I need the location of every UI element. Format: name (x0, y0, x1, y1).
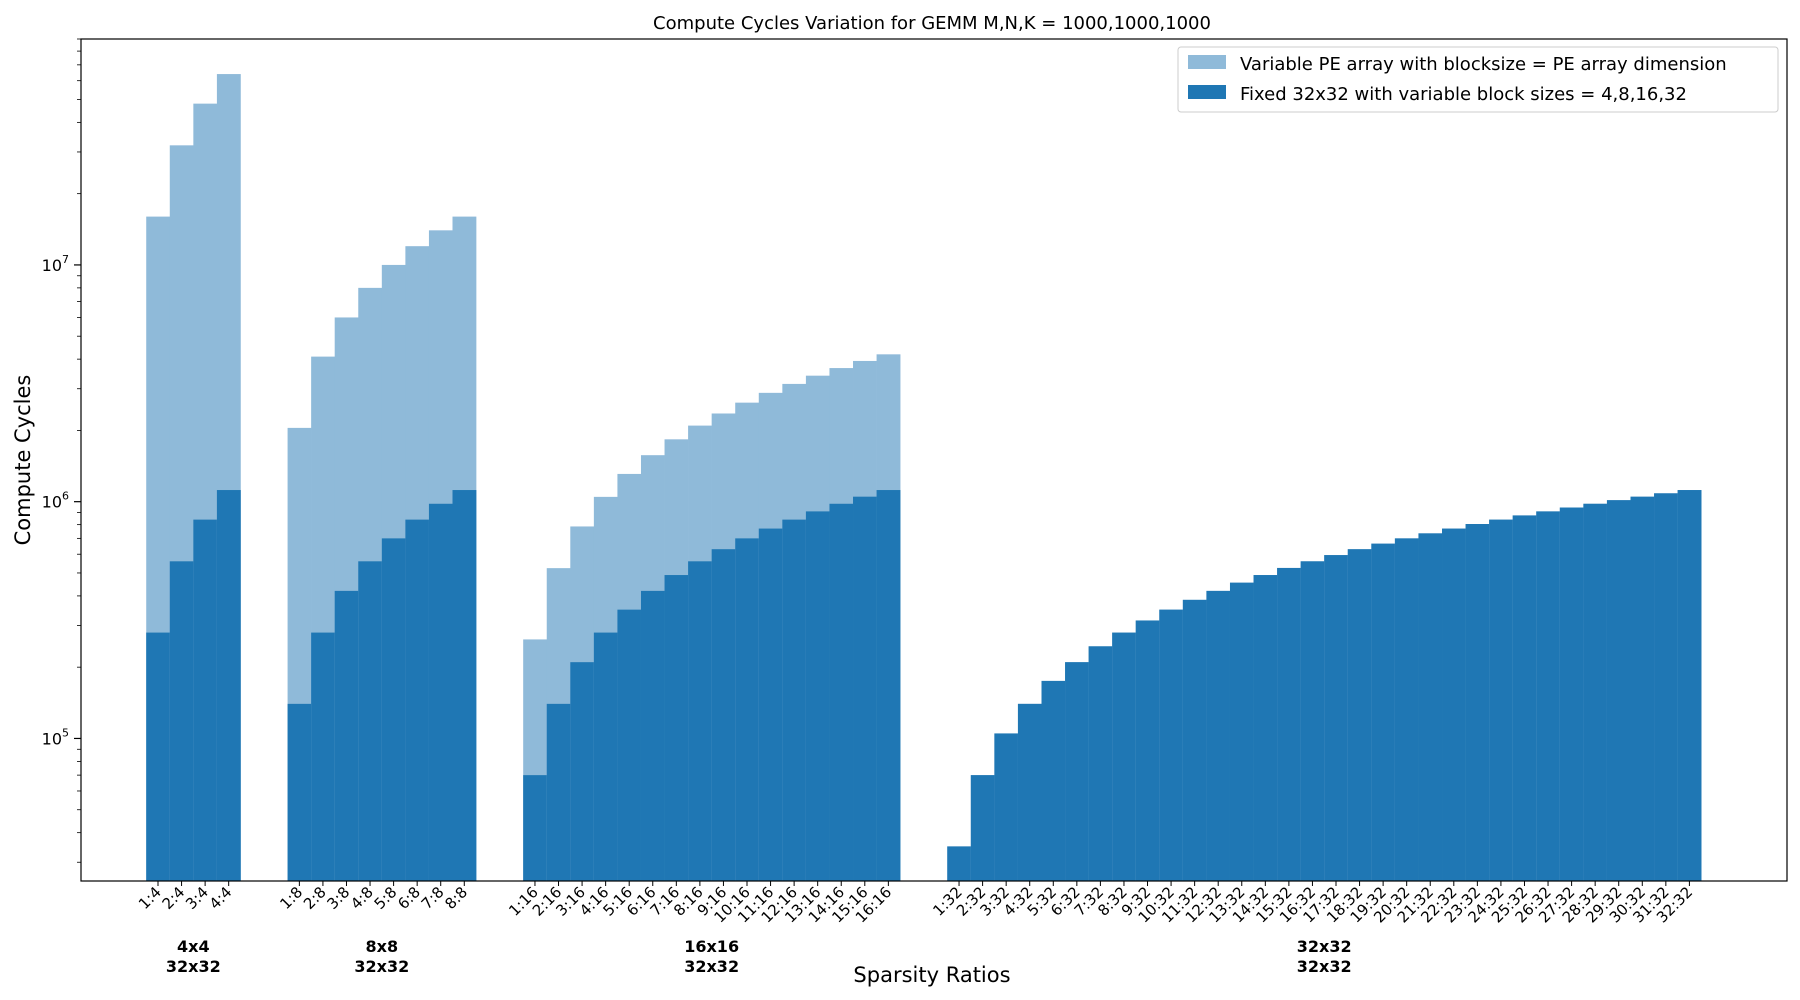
bar-fixed-5-16 (617, 609, 642, 881)
bar-fixed-3-4 (193, 519, 218, 881)
bar-fixed-10-16 (735, 538, 760, 881)
bar-fixed-1-16 (523, 775, 548, 881)
bar-fixed-21-32 (1418, 533, 1443, 881)
legend-frame (1177, 46, 1779, 113)
bar-fixed-11-16 (758, 528, 783, 881)
bar-fixed-8-16 (688, 561, 712, 881)
plot-frame (80, 38, 1788, 882)
bar-fixed-29-32 (1606, 500, 1631, 881)
legend: Variable PE array with blocksize = PE ar… (1177, 46, 1779, 113)
bar-fixed-16-32 (1300, 561, 1325, 881)
chart-title: Compute Cycles Variation for GEMM M,N,K … (653, 13, 1211, 34)
bar-fixed-2-16 (546, 703, 571, 881)
bar-fixed-7-16 (664, 575, 689, 881)
legend-label-variable: Variable PE array with blocksize = PE ar… (1240, 54, 1727, 75)
bar-fixed-14-32 (1253, 575, 1278, 881)
bar-fixed-17-32 (1324, 555, 1349, 881)
bar-fixed-32-32 (1677, 490, 1702, 881)
group-label-variable: 8x8 (366, 937, 399, 956)
legend-swatch-variable (1188, 55, 1226, 69)
bar-fixed-7-32 (1088, 646, 1113, 881)
x-tick-label: 8:8 (441, 883, 471, 913)
y-axis-label: Compute Cycles (11, 375, 35, 546)
bar-fixed-6-16 (640, 590, 665, 881)
bar-fixed-24-32 (1489, 519, 1513, 881)
bar-fixed-16-16 (876, 490, 901, 881)
bar-fixed-7-8 (428, 503, 453, 881)
bar-fixed-25-32 (1512, 515, 1537, 881)
bar-fixed-12-32 (1206, 590, 1231, 881)
bar-fixed-28-32 (1583, 503, 1608, 881)
bar-fixed-12-16 (782, 519, 807, 881)
bar-fixed-2-8 (311, 632, 335, 881)
bar-fixed-26-32 (1536, 511, 1561, 881)
y-tick-label: 106 (42, 490, 69, 512)
bar-fixed-4-32 (1017, 703, 1042, 881)
x-axis-label: Sparsity Ratios (853, 963, 1010, 987)
bar-fixed-20-32 (1394, 538, 1419, 881)
bar-fixed-1-32 (947, 846, 972, 881)
bar-fixed-6-32 (1065, 662, 1089, 881)
y-axis: 105 106 107 (42, 38, 81, 863)
bar-fixed-27-32 (1559, 507, 1584, 881)
x-axis-ticks: 1:42:43:44:4 1:82:83:84:85:86:87:88:8 1:16… (135, 881, 1696, 926)
bar-fixed-2-32 (970, 775, 995, 881)
x-tick-label: 4:4 (206, 883, 236, 913)
bar-fixed-6-8 (405, 519, 430, 881)
bar-fixed-13-16 (805, 511, 830, 881)
bar-fixed-3-8 (334, 590, 359, 881)
bar-fixed-22-32 (1442, 528, 1466, 881)
bar-fixed-31-32 (1654, 493, 1678, 881)
bar-fixed-11-32 (1182, 599, 1207, 881)
bar-fixed-10-32 (1159, 609, 1184, 881)
bar-fixed-23-32 (1465, 524, 1490, 881)
bar-fixed-9-16 (711, 549, 736, 881)
bar-fixed-18-32 (1347, 549, 1372, 881)
group-label-variable: 4x4 (177, 937, 210, 956)
bar-fixed-4-4 (216, 490, 241, 881)
bar-fixed-19-32 (1371, 543, 1396, 881)
bar-fixed-13-32 (1229, 582, 1254, 881)
y-tick-label: 107 (42, 253, 69, 275)
bar-fixed-30-32 (1630, 496, 1655, 881)
group-label-fixed: 32x32 (166, 957, 221, 976)
bar-fixed-3-16 (570, 662, 595, 881)
bar-fixed-15-16 (853, 496, 877, 881)
bar-fixed-15-32 (1277, 567, 1301, 881)
bar-fixed-1-4 (146, 632, 171, 881)
bars (146, 74, 1702, 882)
bar-fixed-1-8 (287, 703, 312, 881)
bar-fixed-3-32 (994, 733, 1019, 881)
bar-fixed-8-8 (452, 490, 477, 881)
bar-fixed-5-32 (1041, 680, 1066, 881)
bar-fixed-5-8 (381, 538, 406, 881)
group-label-fixed: 32x32 (354, 957, 409, 976)
bar-fixed-4-16 (593, 632, 618, 881)
bar-fixed-8-32 (1112, 632, 1137, 881)
legend-swatch-fixed (1188, 85, 1226, 99)
bar-fixed-9-32 (1135, 620, 1160, 881)
group-label-variable: 16x16 (684, 937, 739, 956)
bar-fixed-14-16 (829, 503, 854, 881)
group-label-variable: 32x32 (1297, 937, 1352, 956)
bar-fixed-2-4 (169, 561, 194, 881)
legend-label-fixed: Fixed 32x32 with variable block sizes = … (1240, 84, 1687, 105)
bar-fixed-4-8 (358, 561, 383, 881)
group-label-fixed: 32x32 (684, 957, 739, 976)
y-tick-label: 105 (42, 726, 69, 748)
group-label-fixed: 32x32 (1297, 957, 1352, 976)
